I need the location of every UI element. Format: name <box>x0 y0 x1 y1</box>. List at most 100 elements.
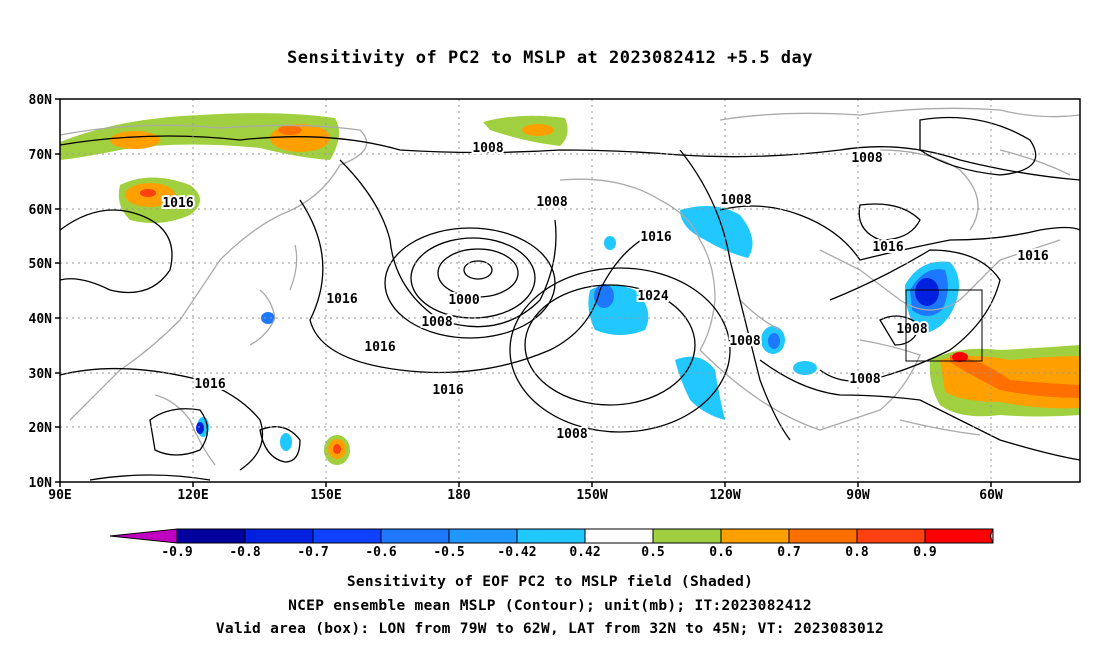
shade-positive <box>952 352 968 362</box>
lat-label: 20N <box>29 421 53 436</box>
colorbar-label: 0.8 <box>845 545 869 560</box>
map-frame <box>59 98 1081 483</box>
shade-positive <box>110 131 160 149</box>
caption-line-3: Valid area (box): LON from 79W to 62W, L… <box>215 621 885 637</box>
shade-positive <box>950 355 1080 398</box>
contour-label: 1016 <box>326 292 357 307</box>
colorbar-label: 0.42 <box>569 545 600 560</box>
colorbar-labels: -0.9 -0.8 -0.7 -0.6 -0.5 -0.42 0.42 0.5 … <box>161 545 936 560</box>
colorbar-label: -0.6 <box>365 545 396 560</box>
contour-label: 1008 <box>720 193 751 208</box>
contour-label: 1008 <box>849 372 880 387</box>
colorbar-swatch <box>516 528 586 544</box>
latitude-labels: 80N 70N 60N 50N 40N 30N 20N 10N <box>29 93 53 491</box>
colorbar-label: -0.7 <box>297 545 328 560</box>
colorbar-swatch <box>720 528 790 544</box>
contour-line <box>339 159 557 328</box>
colorbar-label: 0.7 <box>777 545 800 560</box>
shade-positive <box>278 125 302 135</box>
colorbar-label: 0.6 <box>709 545 733 560</box>
caption-line-2: NCEP ensemble mean MSLP (Contour); unit(… <box>288 598 812 614</box>
colorbar-swatch <box>176 528 246 544</box>
contour-line <box>149 408 209 456</box>
shade-positive <box>522 124 554 136</box>
colorbar-swatch <box>788 528 858 544</box>
contour-line <box>858 203 921 241</box>
contour-label: 1008 <box>851 151 882 166</box>
shade-negative <box>261 312 275 324</box>
coastline <box>819 239 1061 311</box>
contour-label: 1008 <box>536 195 567 210</box>
colorbar-label: 0.9 <box>913 545 936 560</box>
lat-label: 60N <box>29 203 53 218</box>
coastline <box>154 394 216 466</box>
coastline <box>739 299 781 331</box>
contour-label: 1016 <box>194 377 225 392</box>
shade-negative <box>604 236 616 250</box>
contour-line <box>60 367 264 471</box>
coastline <box>249 289 276 346</box>
contour-label: 1008 <box>556 427 587 442</box>
contour-line <box>89 474 211 481</box>
shade-negative <box>280 433 292 451</box>
contour-line <box>299 199 651 374</box>
lon-label: 150E <box>310 488 341 503</box>
lon-label: 150W <box>576 488 607 503</box>
contour-line <box>463 260 493 280</box>
lon-label: 60W <box>979 488 1003 503</box>
contour-label: 1016 <box>364 340 395 355</box>
colorbar-swatch <box>380 528 450 544</box>
contour-label: 1000 <box>448 293 479 308</box>
axis-ticks <box>55 98 992 487</box>
lat-label: 40N <box>29 312 53 327</box>
contour-line <box>919 116 1037 176</box>
coastline <box>879 149 979 231</box>
lon-label: 120W <box>709 488 740 503</box>
lat-label: 10N <box>29 476 53 491</box>
contour-line <box>759 359 1080 461</box>
coastline <box>559 178 716 351</box>
colorbar-label: 0.5 <box>641 545 664 560</box>
lat-label: 30N <box>29 367 53 382</box>
contour-line <box>384 227 556 339</box>
mslp-contours <box>60 116 1080 481</box>
contour-label: 1016 <box>640 230 671 245</box>
colorbar-arrow-low <box>109 528 178 544</box>
map-title: Sensitivity of PC2 to MSLP at 2023082412… <box>286 48 813 68</box>
shade-negative <box>675 356 725 420</box>
colorbar-swatch <box>856 528 926 544</box>
shade-positive <box>140 189 156 197</box>
contour-label: 1008 <box>421 315 452 330</box>
shade-negative <box>680 206 753 258</box>
lat-label: 80N <box>29 93 53 108</box>
graticule <box>60 99 1080 482</box>
coastline <box>60 124 368 421</box>
shade-negative <box>768 333 780 349</box>
colorbar-swatch <box>244 528 314 544</box>
contour-label: 1016 <box>1017 249 1048 264</box>
coastline <box>999 149 1071 176</box>
shade-negative <box>196 422 204 434</box>
colorbar: -0.9 -0.8 -0.7 -0.6 -0.5 -0.42 0.42 0.5 … <box>109 528 994 560</box>
contour-label: 1024 <box>637 289 668 304</box>
colorbar-label: -0.5 <box>433 545 464 560</box>
colorbar-swatch <box>448 528 518 544</box>
shade-negative <box>594 284 614 308</box>
coastline <box>719 107 1080 121</box>
contour-line <box>259 426 301 463</box>
shade-negative <box>915 278 939 306</box>
contour-label: 1016 <box>872 240 903 255</box>
contour-labels: 1008 1008 1008 1016 1008 1016 1016 1016 … <box>160 139 1050 444</box>
longitude-labels: 90E 120E 150E 180 150W 120W 90W 60W <box>48 488 1003 503</box>
colorbar-swatches <box>109 528 994 544</box>
lon-label: 90E <box>48 488 71 503</box>
colorbar-label: -0.8 <box>229 545 260 560</box>
lat-label: 50N <box>29 257 53 272</box>
coastlines <box>60 107 1080 466</box>
contour-label: 1008 <box>472 141 503 156</box>
contour-line <box>679 149 791 441</box>
contour-line <box>437 248 519 298</box>
contour-label: 1008 <box>896 322 927 337</box>
coastline <box>289 244 298 291</box>
